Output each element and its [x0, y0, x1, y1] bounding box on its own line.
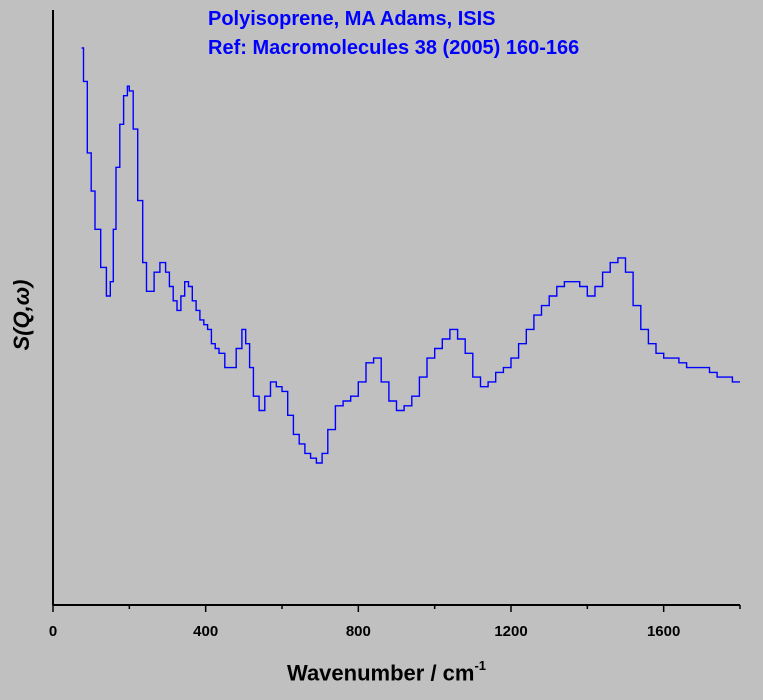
- spectrum-series-line: [81, 47, 740, 464]
- x-tick-label: 1200: [494, 623, 528, 640]
- x-tick-label: 0: [48, 623, 58, 640]
- x-axis-label: Wavenumber / cm-1: [287, 658, 487, 686]
- chart-title-line-2: Ref: Macromolecules 38 (2005) 160-166: [208, 37, 580, 59]
- chart-title-line-1: Polyisoprene, MA Adams, ISIS: [208, 8, 496, 30]
- x-tick-label: 1600: [646, 623, 681, 640]
- x-tick-label: 400: [193, 623, 219, 640]
- x-axis-label-text: Wavenumber / cm: [287, 660, 475, 686]
- y-axis-label: S(Q,ω): [9, 279, 34, 351]
- x-axis-label-superscript: -1: [474, 658, 487, 673]
- x-tick-label: 800: [345, 623, 371, 640]
